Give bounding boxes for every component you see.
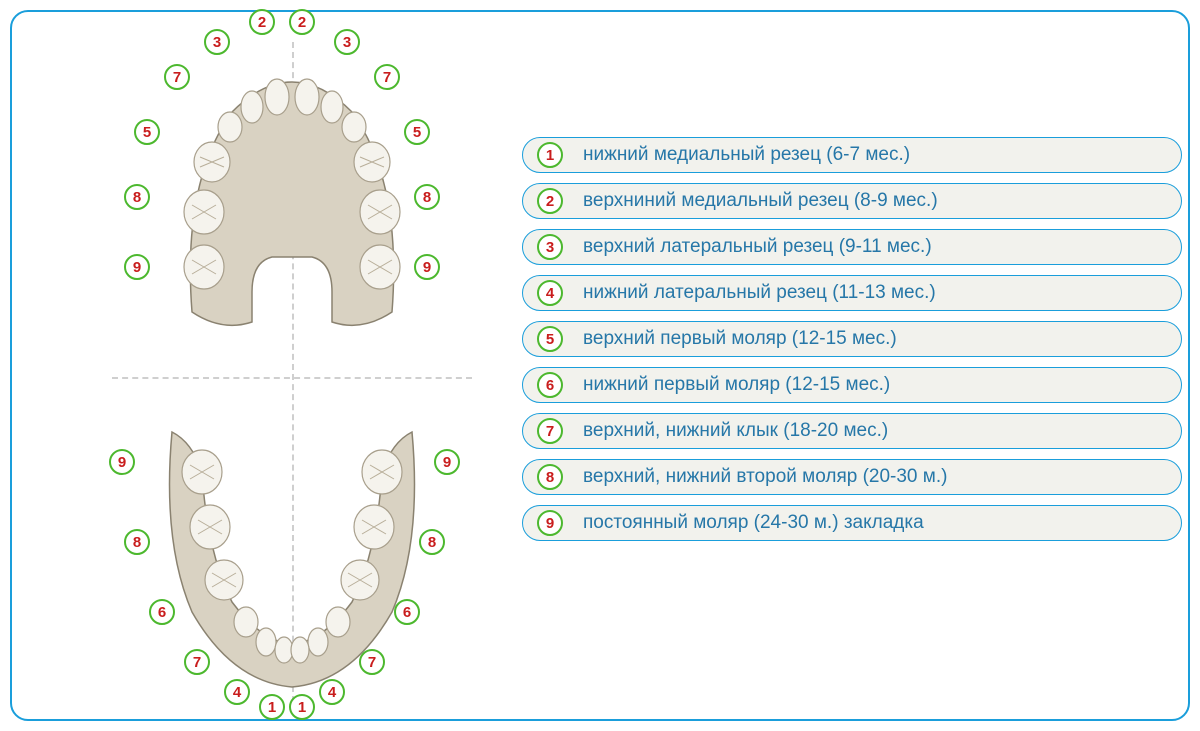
legend-row-2: 2 верхниний медиальный резец (8-9 мес.) bbox=[522, 183, 1182, 219]
upper-jaw-illustration bbox=[152, 62, 432, 342]
upper_bubbles-bubble-8: 8 bbox=[124, 184, 150, 210]
lower_bubbles-bubble-6: 6 bbox=[149, 599, 175, 625]
upper_bubbles-bubble-7: 7 bbox=[164, 64, 190, 90]
teeth-diagram: 223377558899998866774411 bbox=[92, 22, 492, 722]
lower_bubbles-bubble-9: 9 bbox=[434, 449, 460, 475]
legend-bubble-8: 8 bbox=[537, 464, 563, 490]
legend-label-4: нижний латеральный резец (11-13 мес.) bbox=[583, 282, 936, 304]
legend-bubble-4: 4 bbox=[537, 280, 563, 306]
legend-row-6: 6 нижний первый моляр (12-15 мес.) bbox=[522, 367, 1182, 403]
legend-row-9: 9 постоянный моляр (24-30 м.) закладка bbox=[522, 505, 1182, 541]
legend-bubble-3: 3 bbox=[537, 234, 563, 260]
lower_bubbles-bubble-4: 4 bbox=[224, 679, 250, 705]
lower_bubbles-bubble-6: 6 bbox=[394, 599, 420, 625]
upper_bubbles-bubble-3: 3 bbox=[204, 29, 230, 55]
lower_bubbles-bubble-4: 4 bbox=[319, 679, 345, 705]
lower_bubbles-bubble-1: 1 bbox=[289, 694, 315, 720]
upper_bubbles-bubble-5: 5 bbox=[134, 119, 160, 145]
legend-label-3: верхний латеральный резец (9-11 мес.) bbox=[583, 236, 932, 258]
legend-label-8: верхний, нижний второй моляр (20-30 м.) bbox=[583, 466, 947, 488]
legend-row-3: 3 верхний латеральный резец (9-11 мес.) bbox=[522, 229, 1182, 265]
lower_bubbles-bubble-8: 8 bbox=[124, 529, 150, 555]
legend-bubble-1: 1 bbox=[537, 142, 563, 168]
lower_bubbles-bubble-8: 8 bbox=[419, 529, 445, 555]
upper_bubbles-bubble-9: 9 bbox=[414, 254, 440, 280]
upper_bubbles-bubble-2: 2 bbox=[289, 9, 315, 35]
legend-row-4: 4 нижний латеральный резец (11-13 мес.) bbox=[522, 275, 1182, 311]
legend-bubble-5: 5 bbox=[537, 326, 563, 352]
legend-row-7: 7 верхний, нижний клык (18-20 мес.) bbox=[522, 413, 1182, 449]
horizontal-divider bbox=[112, 377, 472, 379]
legend-bubble-7: 7 bbox=[537, 418, 563, 444]
lower_bubbles-bubble-7: 7 bbox=[359, 649, 385, 675]
legend-label-5: верхний первый моляр (12-15 мес.) bbox=[583, 328, 897, 350]
legend-label-6: нижний первый моляр (12-15 мес.) bbox=[583, 374, 890, 396]
legend-label-2: верхниний медиальный резец (8-9 мес.) bbox=[583, 190, 938, 212]
legend-bubble-2: 2 bbox=[537, 188, 563, 214]
legend-row-5: 5 верхний первый моляр (12-15 мес.) bbox=[522, 321, 1182, 357]
lower_bubbles-bubble-9: 9 bbox=[109, 449, 135, 475]
legend-label-1: нижний медиальный резец (6-7 мес.) bbox=[583, 144, 910, 166]
main-frame: 223377558899998866774411 1нижний медиаль… bbox=[10, 10, 1190, 721]
legend-row-8: 8 верхний, нижний второй моляр (20-30 м.) bbox=[522, 459, 1182, 495]
upper_bubbles-bubble-7: 7 bbox=[374, 64, 400, 90]
legend-bubble-9: 9 bbox=[537, 510, 563, 536]
upper_bubbles-bubble-5: 5 bbox=[404, 119, 430, 145]
legend-row-1: 1 нижний медиальный резец (6-7 мес.) bbox=[522, 137, 1182, 173]
legend-list: 1 нижний медиальный резец (6-7 мес.) 2 верх… bbox=[522, 137, 1182, 551]
upper_bubbles-bubble-3: 3 bbox=[334, 29, 360, 55]
upper_bubbles-bubble-9: 9 bbox=[124, 254, 150, 280]
legend-label-7: верхний, нижний клык (18-20 мес.) bbox=[583, 420, 888, 442]
upper_bubbles-bubble-2: 2 bbox=[249, 9, 275, 35]
legend-bubble-6: 6 bbox=[537, 372, 563, 398]
upper_bubbles-bubble-8: 8 bbox=[414, 184, 440, 210]
lower_bubbles-bubble-1: 1 bbox=[259, 694, 285, 720]
legend-label-9: постоянный моляр (24-30 м.) закладка bbox=[583, 512, 924, 534]
lower_bubbles-bubble-7: 7 bbox=[184, 649, 210, 675]
